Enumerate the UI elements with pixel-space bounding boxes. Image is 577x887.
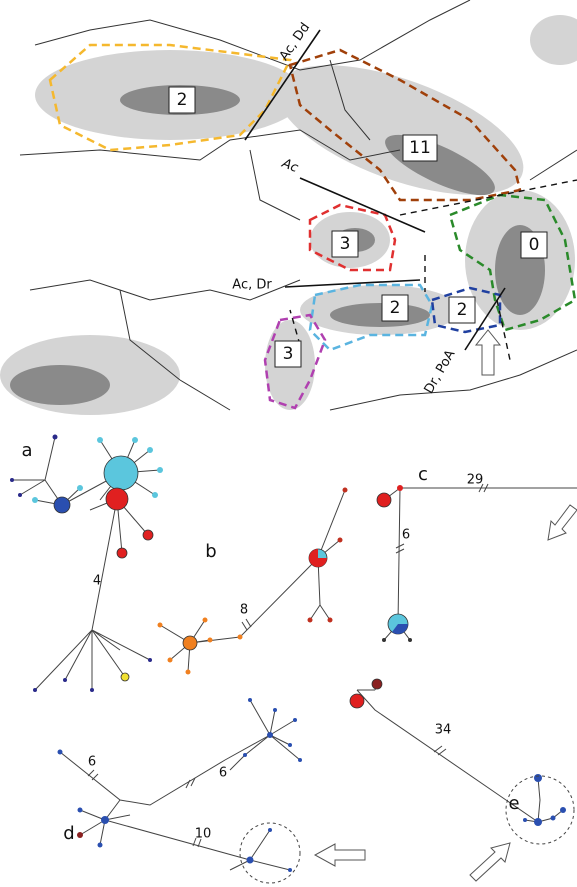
barrier-label: Ac [279,156,300,176]
barrier-label: Ac, Dr [232,278,272,293]
panel-label: d [63,823,74,844]
barrier-label: Dr, PoA [422,347,459,396]
region-label: 2 [177,90,188,110]
branch-label: 4 [93,574,101,589]
branch-label: 10 [195,827,212,842]
map: 2 11 3 0 2 2 3 Ac, Dd Ac Ac, Dr Dr, PoA [0,0,577,415]
figure: 2 11 3 0 2 2 3 Ac, Dd Ac Ac, Dr Dr, PoA … [0,0,577,887]
branch-label: 6 [88,755,96,770]
branch-label: 6 [402,528,410,543]
branch-label: 6 [219,766,227,781]
network-e: e 34 [350,679,574,881]
region-label: 11 [409,138,431,158]
network-a: a 4 [10,435,163,693]
panel-label: b [205,541,216,562]
network-b: b 8 [158,488,348,675]
branch-label: 29 [467,473,484,488]
arrow [476,330,500,375]
networks: a 4 b 8 c 29 6 d 6 6 10 [10,435,577,884]
barrier-label: Ac, Dd [277,20,314,63]
network-c: c 29 6 [377,464,577,642]
region-label: 3 [283,344,294,364]
panel-label: e [508,793,519,814]
region-label: 2 [390,298,401,318]
region-label: 3 [340,234,351,254]
network-d: d 6 6 10 [58,698,366,883]
panel-label: c [418,464,428,485]
panel-label: a [21,440,32,461]
branch-label: 8 [240,603,248,618]
region-label: 2 [457,300,468,320]
region-label: 0 [529,235,540,255]
branch-label: 34 [435,723,452,738]
